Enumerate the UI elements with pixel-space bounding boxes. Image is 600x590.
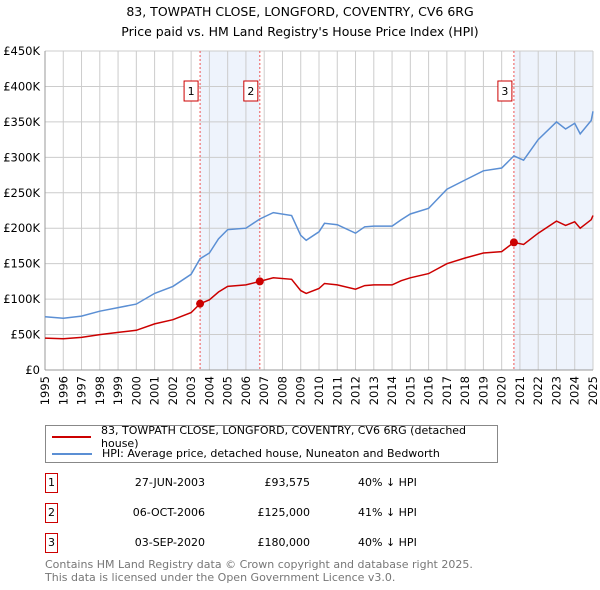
- footer-line: This data is licensed under the Open Gov…: [45, 571, 396, 584]
- sale-marker: 1: [45, 473, 58, 493]
- x-tick-label: 2008: [275, 376, 289, 405]
- sale-label-box: [183, 80, 199, 102]
- sale-row: 1 27-JUN-2003 £93,575 40% ↓ HPI: [45, 473, 545, 493]
- legend-label: HPI: Average price, detached house, Nune…: [102, 447, 440, 460]
- x-tick-label: 2014: [385, 376, 399, 405]
- sale-hpi-diff: 40% ↓ HPI: [358, 476, 417, 489]
- sale-marker: 3: [45, 533, 58, 553]
- sale-point: [196, 299, 205, 308]
- title: 83, TOWPATH CLOSE, LONGFORD, COVENTRY, C…: [126, 4, 474, 19]
- x-tick-label: 2015: [403, 376, 417, 405]
- x-tick-label: 2007: [257, 376, 271, 405]
- sale-marker: 2: [45, 503, 58, 523]
- y-tick-label: £450K: [3, 44, 40, 58]
- sale-row: 3 03-SEP-2020 £180,000 40% ↓ HPI: [45, 533, 545, 553]
- x-tick-label: 2009: [294, 376, 308, 405]
- shaded-period: [513, 51, 593, 370]
- x-tick-label: 2011: [330, 376, 344, 405]
- sale-price: £125,000: [257, 506, 311, 519]
- legend-item-hpi: HPI: Average price, detached house, Nune…: [52, 445, 440, 462]
- x-tick-label: 1999: [111, 376, 125, 405]
- sale-label: 2: [247, 85, 254, 98]
- x-tick-label: 2003: [184, 376, 198, 405]
- x-tick-label: 2002: [166, 376, 180, 405]
- x-tick-label: 2016: [422, 376, 436, 405]
- x-tick-label: 2001: [148, 376, 162, 405]
- footer: Contains HM Land Registry data © Crown c…: [45, 558, 473, 584]
- x-tick-label: 2010: [312, 376, 326, 405]
- x-tick-label: 2012: [349, 376, 363, 405]
- sale-label-box: [243, 80, 259, 102]
- chart-title: 83, TOWPATH CLOSE, LONGFORD, COVENTRY, C…: [0, 2, 600, 42]
- y-tick-label: £200K: [3, 221, 40, 235]
- y-tick-label: £250K: [3, 186, 40, 200]
- subtitle: Price paid vs. HM Land Registry's House …: [121, 24, 479, 39]
- y-tick-label: £150K: [3, 257, 40, 271]
- sale-point: [509, 238, 518, 247]
- legend-swatch-blue: [52, 452, 92, 455]
- x-tick-label: 2024: [568, 376, 582, 405]
- x-tick-label: 2019: [476, 376, 490, 405]
- x-tick-label: 1997: [75, 376, 89, 405]
- x-tick-label: 2013: [367, 376, 381, 405]
- y-tick-label: £0: [25, 363, 40, 377]
- x-tick-label: 2023: [549, 376, 563, 405]
- x-tick-label: 2025: [586, 376, 600, 405]
- y-tick-label: £350K: [3, 115, 40, 129]
- y-tick-label: £50K: [11, 328, 41, 342]
- x-tick-label: 2004: [202, 376, 216, 405]
- x-tick-label: 2006: [239, 376, 253, 405]
- x-tick-label: 1998: [93, 376, 107, 405]
- legend-item-property: 83, TOWPATH CLOSE, LONGFORD, COVENTRY, C…: [52, 424, 497, 450]
- y-tick-label: £100K: [3, 292, 40, 306]
- sale-label: 1: [188, 85, 195, 98]
- x-tick-label: 2021: [513, 376, 527, 405]
- price-chart: £0 £50K £100K £150K £200K £250K £300K £350K £400…: [3, 44, 600, 405]
- hpi-line: [44, 111, 594, 320]
- x-tick-label: 2000: [129, 376, 143, 405]
- sale-hpi-diff: 40% ↓ HPI: [358, 536, 417, 549]
- sale-hpi-diff: 41% ↓ HPI: [358, 506, 417, 519]
- sale-price: £180,000: [257, 536, 311, 549]
- sale-row: 2 06-OCT-2006 £125,000 41% ↓ HPI: [45, 503, 545, 523]
- sale-label-box: [497, 80, 513, 102]
- sale-point: [255, 277, 264, 286]
- x-tick-label: 2005: [221, 376, 235, 405]
- legend: 83, TOWPATH CLOSE, LONGFORD, COVENTRY, C…: [45, 424, 498, 463]
- footer-line: Contains HM Land Registry data © Crown c…: [45, 558, 473, 571]
- x-tick-label: 2018: [458, 376, 472, 405]
- x-tick-label: 2020: [495, 376, 509, 405]
- x-tick-label: 2022: [531, 376, 545, 405]
- sale-date: 03-SEP-2020: [134, 536, 205, 549]
- sale-date: 06-OCT-2006: [132, 506, 205, 519]
- sale-price: £93,575: [264, 476, 311, 489]
- sale-label: 3: [501, 85, 508, 98]
- x-tick-label: 1996: [56, 376, 70, 405]
- sale-date: 27-JUN-2003: [134, 476, 205, 489]
- x-tick-label: 2017: [440, 376, 454, 405]
- y-tick-label: £300K: [3, 150, 40, 164]
- legend-label: 83, TOWPATH CLOSE, LONGFORD, COVENTRY, C…: [101, 423, 467, 450]
- x-tick-label: 1995: [38, 376, 52, 405]
- legend-swatch-red: [52, 435, 92, 438]
- shaded-period: [200, 51, 260, 370]
- property-price-line: [44, 215, 594, 340]
- y-tick-label: £400K: [3, 79, 40, 93]
